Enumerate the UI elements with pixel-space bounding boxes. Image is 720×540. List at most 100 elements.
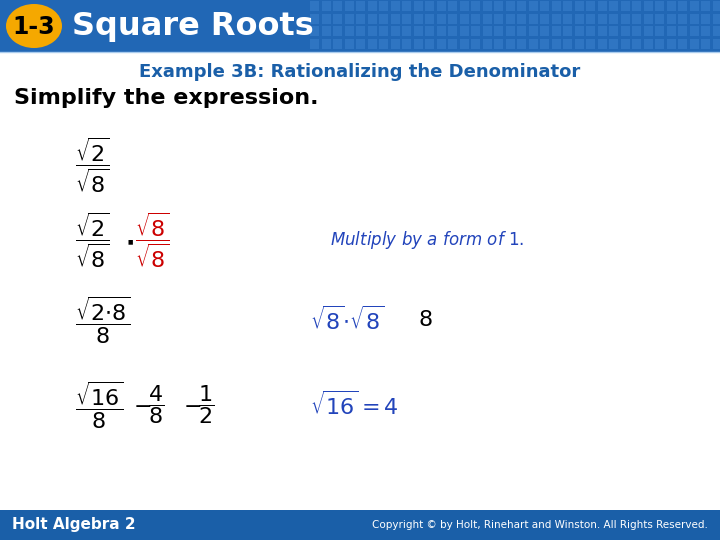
Bar [528, 14, 538, 24]
Bar [425, 26, 434, 36]
Bar [690, 26, 698, 36]
Text: $\dfrac{\sqrt{2}}{\sqrt{8}}$: $\dfrac{\sqrt{2}}{\sqrt{8}}$ [75, 210, 109, 270]
Bar [655, 14, 664, 24]
Bar [690, 14, 698, 24]
Bar [621, 1, 629, 11]
Text: $\dfrac{\sqrt{16}}{8}$: $\dfrac{\sqrt{16}}{8}$ [75, 380, 124, 430]
Text: $\sqrt{8}{\cdot}\sqrt{8}$: $\sqrt{8}{\cdot}\sqrt{8}$ [310, 306, 384, 334]
Bar [344, 14, 354, 24]
Bar [356, 1, 365, 11]
Bar [644, 26, 652, 36]
Bar [356, 26, 365, 36]
Bar [667, 38, 675, 49]
Bar [310, 38, 319, 49]
Bar [575, 14, 583, 24]
Bar [713, 26, 720, 36]
Bar [517, 26, 526, 36]
Bar [356, 14, 365, 24]
Bar [505, 26, 515, 36]
Text: Square Roots: Square Roots [72, 11, 314, 43]
Bar [402, 26, 411, 36]
Bar [713, 14, 720, 24]
Bar [505, 38, 515, 49]
Text: $\dfrac{\sqrt{8}}{\sqrt{8}}$: $\dfrac{\sqrt{8}}{\sqrt{8}}$ [135, 210, 169, 270]
Bar [540, 38, 549, 49]
Bar [517, 14, 526, 24]
Bar [390, 1, 400, 11]
Bar [586, 26, 595, 36]
Bar [494, 1, 503, 11]
Bar [322, 14, 330, 24]
Bar [586, 1, 595, 11]
Bar [552, 38, 560, 49]
Bar [344, 26, 354, 36]
Bar [678, 14, 687, 24]
Text: 1-3: 1-3 [13, 15, 55, 39]
Bar [0, 0, 720, 52]
Bar [448, 38, 457, 49]
Bar [436, 14, 446, 24]
Bar [667, 14, 675, 24]
Bar [540, 1, 549, 11]
Bar [425, 38, 434, 49]
Bar [667, 26, 675, 36]
Bar [609, 1, 618, 11]
Bar [598, 14, 606, 24]
Text: $\dfrac{\sqrt{2}}{\sqrt{8}}$: $\dfrac{\sqrt{2}}{\sqrt{8}}$ [75, 135, 109, 195]
Text: $\boldsymbol{\cdot}$: $\boldsymbol{\cdot}$ [125, 230, 134, 254]
Bar [609, 14, 618, 24]
Bar [390, 14, 400, 24]
Bar [621, 26, 629, 36]
Bar [563, 38, 572, 49]
Bar [333, 1, 342, 11]
Bar [632, 14, 641, 24]
Bar [459, 14, 469, 24]
Bar [586, 14, 595, 24]
Bar [552, 1, 560, 11]
Bar [494, 26, 503, 36]
Bar [459, 26, 469, 36]
Bar [471, 38, 480, 49]
Text: $\dfrac{1}{2}$: $\dfrac{1}{2}$ [198, 383, 214, 427]
Bar [471, 14, 480, 24]
Bar [644, 38, 652, 49]
Bar [379, 14, 388, 24]
Bar [494, 38, 503, 49]
Bar [333, 38, 342, 49]
Bar [367, 14, 377, 24]
Bar [436, 26, 446, 36]
Bar [632, 38, 641, 49]
Bar [356, 38, 365, 49]
Bar [701, 38, 710, 49]
Text: Example 3B: Rationalizing the Denominator: Example 3B: Rationalizing the Denominato… [140, 63, 580, 81]
Bar [644, 1, 652, 11]
Bar [367, 38, 377, 49]
Bar [344, 38, 354, 49]
Bar [678, 26, 687, 36]
Bar [402, 14, 411, 24]
Bar [690, 1, 698, 11]
Bar [402, 38, 411, 49]
Text: $\mathit{Multiply\ by\ a\ form\ of\ 1.}$: $\mathit{Multiply\ by\ a\ form\ of\ 1.}$ [330, 229, 524, 251]
Bar [413, 1, 423, 11]
Bar [701, 1, 710, 11]
Bar [448, 14, 457, 24]
Bar [482, 1, 492, 11]
Bar [609, 26, 618, 36]
Bar [402, 1, 411, 11]
Text: $\sqrt{16}=4$: $\sqrt{16}=4$ [310, 391, 399, 419]
Bar [713, 1, 720, 11]
Bar [701, 26, 710, 36]
Bar [322, 38, 330, 49]
Bar [563, 1, 572, 11]
Bar [609, 38, 618, 49]
Bar [436, 1, 446, 11]
Bar [540, 14, 549, 24]
Bar [586, 38, 595, 49]
Bar [632, 26, 641, 36]
Text: $-$: $-$ [183, 395, 202, 415]
Bar [678, 1, 687, 11]
Text: $\dfrac{\sqrt{2{\cdot}8}}{8}$: $\dfrac{\sqrt{2{\cdot}8}}{8}$ [75, 294, 131, 346]
Text: $\dfrac{4}{8}$: $\dfrac{4}{8}$ [148, 383, 164, 427]
Bar [379, 38, 388, 49]
